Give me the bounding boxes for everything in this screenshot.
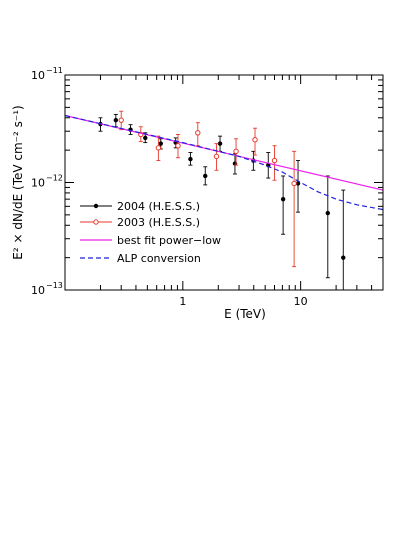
legend-label: 2003 (H.E.S.S.) (117, 216, 200, 229)
data-point-2003 (155, 145, 162, 151)
x-tick-label: 10 (294, 295, 308, 308)
legend-label: 2004 (H.E.S.S.) (117, 200, 200, 213)
data-point-2003 (233, 148, 239, 155)
data-point-2004 (113, 117, 119, 123)
y-tick-label-exponent: −11 (46, 66, 63, 75)
data-point-2004 (325, 210, 330, 216)
data-point-2004 (295, 181, 301, 186)
plot-frame (64, 74, 384, 291)
legend: 2004 (H.E.S.S.) 2003 (H.E.S.S.) best fit p… (80, 200, 221, 265)
y-tick-label-exponent: −12 (46, 174, 63, 183)
legend-marker (93, 219, 99, 225)
legend-label: ALP conversion (117, 252, 201, 265)
data-point-2004 (143, 135, 148, 141)
data-point-2003 (252, 137, 258, 143)
y-tick-label-base: 10 (31, 177, 45, 190)
data-point-2003 (213, 153, 220, 160)
data-point-2003 (195, 130, 201, 136)
y-tick-label-base: 10 (31, 69, 45, 82)
data-point-2004 (217, 141, 223, 146)
data-point-2003 (271, 157, 278, 164)
data-point-2004 (280, 196, 286, 202)
data-point-2004 (188, 156, 193, 162)
legend-marker (93, 203, 99, 209)
legend-label: best fit power−low (117, 234, 221, 247)
data-point-2003 (291, 180, 297, 187)
data-point-2004 (158, 141, 163, 146)
data-point-2003 (175, 142, 181, 149)
data-point-2004 (341, 255, 346, 260)
y-axis-label: E² × dN/dE (TeV cm⁻² s⁻¹) (11, 105, 25, 259)
data-point-2003 (118, 117, 124, 123)
y-tick-label-base: 10 (31, 284, 45, 297)
x-axis-label: E (TeV) (224, 307, 266, 321)
data-point-2004 (203, 173, 208, 179)
series-line-alp-conversion (64, 114, 384, 211)
x-tick-label: 1 (179, 295, 186, 308)
y-tick-label-exponent: −13 (46, 281, 63, 290)
